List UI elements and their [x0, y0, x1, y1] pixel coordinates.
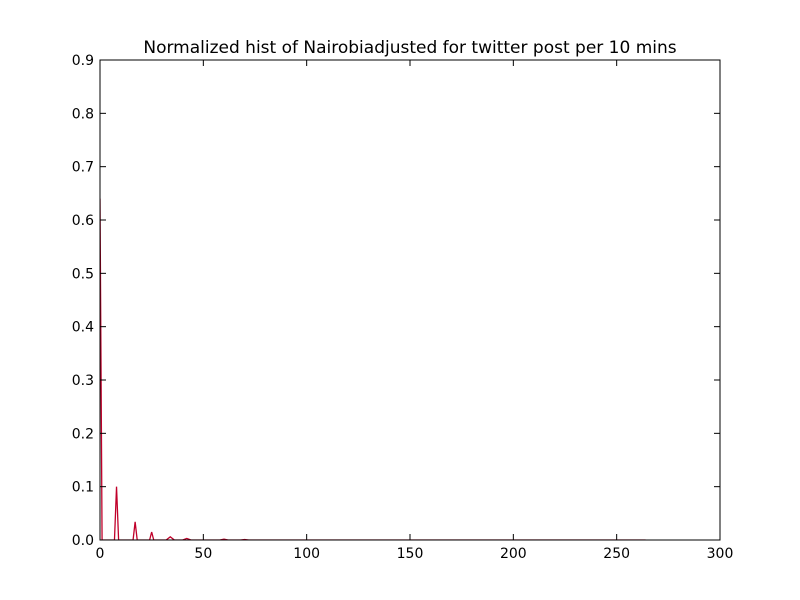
x-tick-label: 200 [500, 546, 527, 562]
x-tick-label: 300 [707, 546, 734, 562]
y-tick-label: 0.8 [72, 106, 94, 122]
series-line-0 [100, 198, 646, 540]
x-tick-label: 250 [603, 546, 630, 562]
y-axis: 0.0 0.1 0.2 0.3 0.4 0.5 0.6 0.7 0.8 0.9 [72, 53, 720, 549]
x-tick-label: 0 [96, 546, 105, 562]
chart-title: Normalized hist of Nairobiadjusted for t… [143, 38, 676, 58]
y-tick-label: 0.3 [72, 373, 94, 389]
x-tick-label: 100 [293, 546, 320, 562]
y-tick-label: 0.5 [72, 266, 94, 282]
y-tick-label: 0.4 [72, 320, 94, 336]
y-tick-label: 0.6 [72, 213, 94, 229]
y-tick-label: 0.7 [72, 160, 94, 176]
x-tick-label: 150 [397, 546, 424, 562]
y-tick-label: 0.0 [72, 533, 94, 549]
x-axis: 0 50 100 150 200 250 300 [96, 60, 734, 562]
y-tick-label: 0.2 [72, 426, 94, 442]
x-tick-label: 50 [194, 546, 212, 562]
y-tick-label: 0.1 [72, 480, 94, 496]
y-tick-label: 0.9 [72, 53, 94, 69]
